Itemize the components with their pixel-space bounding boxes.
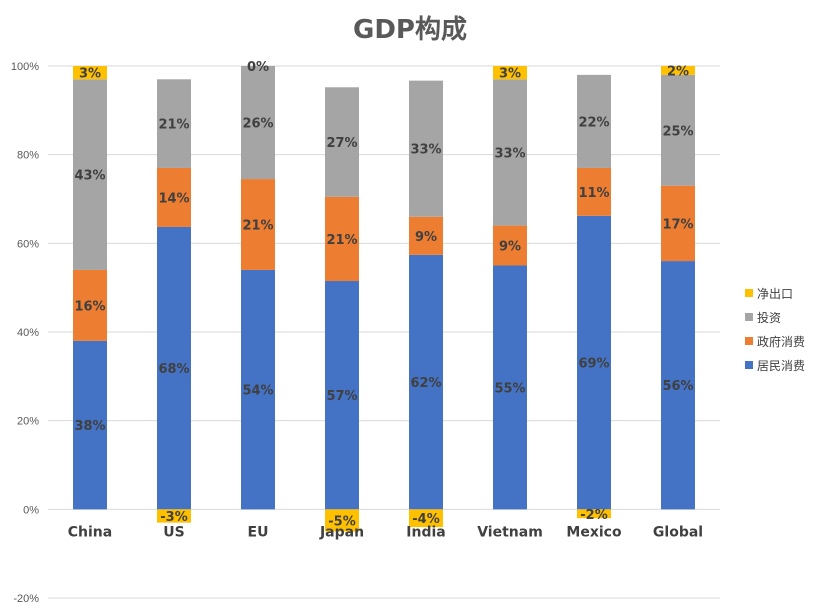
bar-japan-investment xyxy=(325,87,359,197)
bar-global-government-label: 17% xyxy=(662,217,693,232)
bar-eu-net-export-label: 0% xyxy=(247,60,269,75)
bar-india-household xyxy=(409,254,443,510)
legend-label-0: 居民消费 xyxy=(757,359,805,373)
bar-global-net-export-label: 2% xyxy=(667,64,689,79)
y-tick-label: 0% xyxy=(23,504,39,516)
bar-eu-government-label: 21% xyxy=(242,218,273,233)
legend-swatch-0 xyxy=(745,361,753,369)
legend-label-1: 政府消费 xyxy=(757,334,805,349)
y-tick-label: 80% xyxy=(17,150,39,162)
bar-china-investment-label: 43% xyxy=(74,169,105,184)
bar-global-household-label: 56% xyxy=(662,379,693,394)
bar-china-household xyxy=(73,340,107,510)
bar-india-investment-label: 33% xyxy=(410,143,441,158)
x-tick-label-eu: EU xyxy=(248,524,269,540)
x-tick-label-global: Global xyxy=(653,524,703,540)
data-labels: 38% 16% 43% 3% 68% 14% 21% -3% 54% 21% 26% 0% 57% 21%… xyxy=(74,60,693,529)
bar-eu-government xyxy=(241,179,275,270)
x-tick-label-mexico: Mexico xyxy=(566,524,622,540)
bar-china-net-export-label: 3% xyxy=(79,67,101,82)
x-tick-label-china: China xyxy=(68,524,112,540)
bar-japan-household-label: 57% xyxy=(326,389,357,404)
bar-india-government-label: 9% xyxy=(415,230,437,245)
bar-india-investment xyxy=(409,80,443,217)
bar-mexico-household-label: 69% xyxy=(578,357,609,372)
bar-global-government xyxy=(661,185,695,262)
bar-vietnam-net-export-label: 3% xyxy=(499,67,521,82)
bar-mexico-government-label: 11% xyxy=(578,186,609,201)
bar-global-investment xyxy=(661,74,695,186)
chart-title: GDP构成 xyxy=(353,15,467,45)
legend-swatch-3 xyxy=(745,289,753,297)
bar-eu-household xyxy=(241,269,275,510)
bar-global-net-export xyxy=(661,66,695,75)
y-tick-label: 20% xyxy=(17,416,39,428)
bar-mexico-net-export xyxy=(577,509,611,519)
bar-japan-net-export xyxy=(325,509,359,532)
bar-mexico-investment xyxy=(577,74,611,168)
bar-us-government xyxy=(157,167,191,227)
bar-japan-net-export-label: -5% xyxy=(328,514,355,529)
bar-us-investment-label: 21% xyxy=(158,118,189,133)
bar-china-net-export xyxy=(73,66,107,80)
bar-series xyxy=(73,66,695,532)
x-tick-label-us: US xyxy=(163,524,184,540)
bar-us-net-export-label: -3% xyxy=(160,510,187,525)
x-tick-label-vietnam: Vietnam xyxy=(477,524,543,540)
bar-japan-household xyxy=(325,281,359,510)
y-axis-tick-labels: 100% 80% 60% 40% 20% 0% -20% xyxy=(11,61,39,605)
bar-china-investment xyxy=(73,79,107,270)
bar-japan-investment-label: 27% xyxy=(326,136,357,151)
x-tick-label-india: India xyxy=(406,524,445,540)
bar-china-government-label: 16% xyxy=(74,299,105,314)
y-tick-label: -20% xyxy=(13,593,39,605)
legend-swatch-2 xyxy=(745,313,753,321)
bar-mexico-investment-label: 22% xyxy=(578,115,609,130)
gridlines xyxy=(48,65,720,599)
bar-us-government-label: 14% xyxy=(158,191,189,206)
bar-mexico-household xyxy=(577,215,611,510)
bar-us-investment xyxy=(157,79,191,168)
bar-eu-investment xyxy=(241,66,275,180)
bar-vietnam-government-label: 9% xyxy=(499,240,521,255)
x-axis-tick-labels: China US EU Japan India Vietnam Mexico Global xyxy=(68,524,703,540)
legend-label-3: 净出口 xyxy=(757,287,793,301)
bar-mexico-net-export-label: -2% xyxy=(580,508,607,523)
bar-vietnam-investment xyxy=(493,79,527,226)
bar-china-government xyxy=(73,269,107,341)
bar-global-household xyxy=(661,261,695,510)
bar-global-investment-label: 25% xyxy=(662,124,693,139)
bar-india-net-export-label: -4% xyxy=(412,512,439,527)
x-tick-label-japan: Japan xyxy=(319,524,364,540)
bar-us-household xyxy=(157,226,191,510)
bar-eu-household-label: 54% xyxy=(242,384,273,399)
bar-india-government xyxy=(409,216,443,255)
bar-vietnam-household xyxy=(493,265,527,510)
bar-us-net-export xyxy=(157,509,191,523)
bar-vietnam-net-export xyxy=(493,66,527,80)
legend-swatch-1 xyxy=(745,337,753,345)
legend-label-2: 投资 xyxy=(757,310,781,325)
bar-india-net-export xyxy=(409,509,443,528)
bar-vietnam-household-label: 55% xyxy=(494,381,525,396)
y-tick-label: 40% xyxy=(17,327,39,339)
bar-vietnam-investment-label: 33% xyxy=(494,146,525,161)
bar-vietnam-government xyxy=(493,225,527,266)
bar-china-household-label: 38% xyxy=(74,419,105,434)
bar-japan-government xyxy=(325,196,359,282)
y-tick-label: 100% xyxy=(11,61,39,73)
y-tick-label: 60% xyxy=(17,238,39,250)
bar-japan-government-label: 21% xyxy=(326,233,357,248)
bar-mexico-government xyxy=(577,167,611,216)
bar-india-household-label: 62% xyxy=(410,376,441,391)
bar-us-household-label: 68% xyxy=(158,362,189,377)
bar-eu-investment-label: 26% xyxy=(242,117,273,132)
